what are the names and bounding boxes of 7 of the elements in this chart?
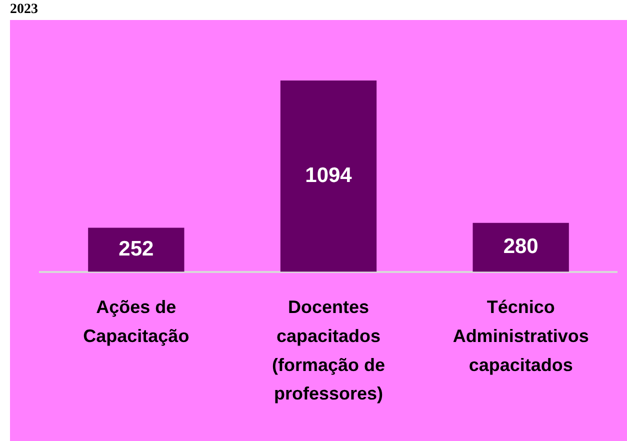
x-tick-label: Docentes capacitados (formação de professores)	[272, 297, 386, 404]
x-tick-label: Ações de Capacitação	[83, 297, 190, 346]
x-tick-label: Técnico Administrativos capacitados	[452, 297, 589, 375]
data-label: 252	[118, 238, 154, 261]
data-label: 1094	[305, 164, 352, 187]
chart-title: 2023	[10, 2, 38, 18]
data-label: 280	[503, 235, 538, 258]
